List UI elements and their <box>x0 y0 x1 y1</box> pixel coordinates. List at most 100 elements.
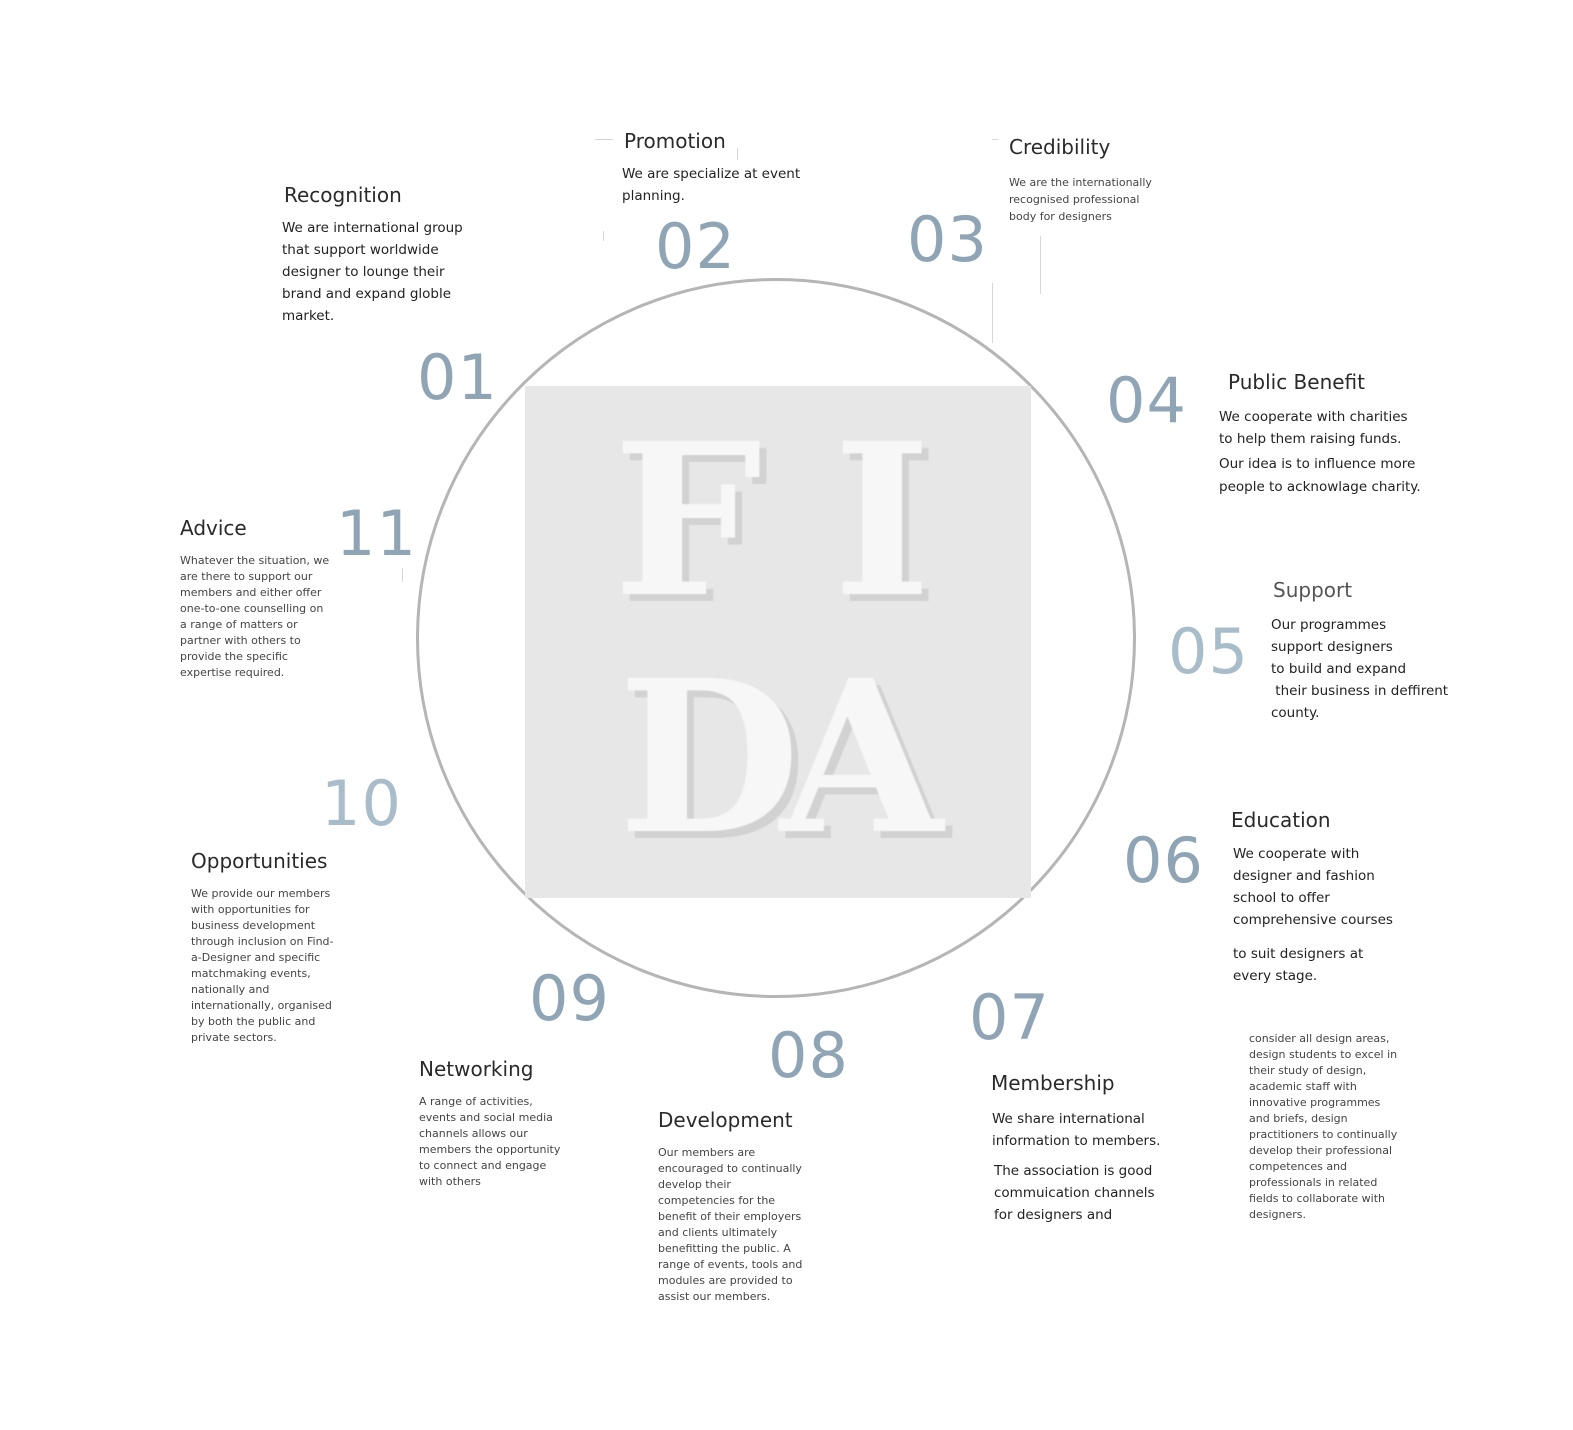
desc-line: design students to excel in <box>1249 1048 1398 1061</box>
desc-line: competencies for the <box>658 1194 776 1207</box>
desc-gap <box>1233 931 1393 943</box>
desc-line: Our programmes <box>1271 617 1387 633</box>
desc-line: brand and expand globle <box>282 286 452 302</box>
desc-line: with opportunities for <box>191 903 310 916</box>
desc-line: comprehensive courses <box>1233 912 1393 928</box>
desc-line: Whatever the situation, we <box>180 554 330 567</box>
step-desc-advice: Whatever the situation, we are there to … <box>180 553 329 681</box>
desc-line: their business in deffirent <box>1271 683 1449 699</box>
step-desc-public-benefit: We cooperate with charities to help them… <box>1219 406 1421 498</box>
desc-line: information to members. <box>992 1133 1161 1149</box>
desc-line: expertise required. <box>180 666 285 679</box>
step-title-recognition: Recognition <box>284 183 402 207</box>
step-title-credibility: Credibility <box>1009 135 1111 159</box>
connector-line <box>992 283 993 343</box>
desc-line: with others <box>419 1175 481 1188</box>
step-desc-opportunities: We provide our members with opportunitie… <box>191 886 334 1046</box>
desc-line: planning. <box>622 188 685 204</box>
desc-line: to build and expand <box>1271 661 1407 677</box>
step-number-03: 03 <box>907 203 988 276</box>
desc-line: through inclusion on Find- <box>191 935 334 948</box>
desc-line: school to offer <box>1233 890 1330 906</box>
desc-line: designers. <box>1249 1208 1307 1221</box>
desc-line: people to acknowlage charity. <box>1219 479 1421 495</box>
step-title-opportunities: Opportunities <box>191 849 328 873</box>
desc-line: benefit of their employers <box>658 1210 802 1223</box>
desc-line: designer to lounge their <box>282 264 445 280</box>
step-number-06: 06 <box>1123 824 1204 897</box>
step-number-08: 08 <box>768 1019 849 1092</box>
desc-line: one-to-one counselling on <box>180 602 324 615</box>
step-desc-recognition: We are international group that support … <box>282 217 463 327</box>
desc-line: market. <box>282 308 335 324</box>
step-number-01: 01 <box>417 341 498 414</box>
desc-line: innovative programmes <box>1249 1096 1381 1109</box>
step-desc-networking: A range of activities, events and social… <box>419 1094 560 1190</box>
step-title-networking: Networking <box>419 1057 534 1081</box>
desc-line: county. <box>1271 705 1320 721</box>
desc-line: We are international group <box>282 220 463 236</box>
desc-line: range of events, tools and <box>658 1258 803 1271</box>
desc-line: We provide our members <box>191 887 331 900</box>
step-title-education: Education <box>1231 808 1331 832</box>
center-circle <box>416 278 1136 998</box>
desc-line: provide the specific <box>180 650 288 663</box>
desc-line: encouraged to continually <box>658 1162 802 1175</box>
desc-line: for designers and <box>994 1207 1113 1223</box>
desc-line: support designers <box>1271 639 1393 655</box>
logo-letter-a-face: A <box>778 634 946 881</box>
step-desc-credibility: We are the internationally recognised pr… <box>1009 174 1152 225</box>
desc-line: and clients ultimately <box>658 1226 778 1239</box>
logo-letter-i: I <box>840 404 938 651</box>
desc-line: private sectors. <box>191 1031 277 1044</box>
desc-line: commuication channels <box>994 1185 1155 1201</box>
step-desc-education: We cooperate with designer and fashion s… <box>1233 843 1393 987</box>
step-number-10: 10 <box>321 767 402 840</box>
desc-line: members the opportunity <box>419 1143 561 1156</box>
logo-letter-i-face: I <box>833 397 931 644</box>
desc-line: to suit designers at <box>1233 946 1364 962</box>
desc-line: body for designers <box>1009 210 1112 223</box>
desc-line: Our idea is to influence more <box>1219 456 1416 472</box>
desc-line: a range of matters or <box>180 618 298 631</box>
desc-line: We cooperate with <box>1233 846 1360 862</box>
step-desc-support: Our programmes support designers to buil… <box>1271 614 1448 724</box>
desc-line: academic staff with <box>1249 1080 1357 1093</box>
desc-line: events and social media <box>419 1111 553 1124</box>
desc-line: designer and fashion <box>1233 868 1375 884</box>
desc-line: professionals in related <box>1249 1176 1378 1189</box>
desc-line: to connect and engage <box>419 1159 547 1172</box>
desc-line: practitioners to continually <box>1249 1128 1398 1141</box>
desc-line: partner with others to <box>180 634 301 647</box>
connector-line <box>595 139 613 140</box>
step-number-09: 09 <box>529 962 610 1035</box>
desc-line: assist our members. <box>658 1290 771 1303</box>
desc-line: business development <box>191 919 316 932</box>
logo-letter-d: D <box>625 641 807 888</box>
step-desc-education-extra: consider all design areas, design studen… <box>1249 1031 1397 1223</box>
desc-line: fields to collaborate with <box>1249 1192 1386 1205</box>
desc-line: to help them raising funds. <box>1219 431 1402 447</box>
desc-line: benefitting the public. A <box>658 1242 791 1255</box>
desc-line: that support worldwide <box>282 242 439 258</box>
desc-line: competences and <box>1249 1160 1348 1173</box>
desc-line: nationally and <box>191 983 270 996</box>
step-number-07: 07 <box>969 981 1050 1054</box>
step-desc-development: Our members are encouraged to continuall… <box>658 1145 802 1305</box>
desc-line: matchmaking events, <box>191 967 311 980</box>
step-title-support: Support <box>1273 578 1353 602</box>
fida-logo-mark: F F I I D D A A <box>613 397 953 888</box>
desc-line: develop their professional <box>1249 1144 1393 1157</box>
step-title-development: Development <box>658 1108 793 1132</box>
desc-line: are there to support our <box>180 570 313 583</box>
desc-line: and briefs, design <box>1249 1112 1348 1125</box>
connector-line <box>1040 236 1041 294</box>
desc-line: The association is good <box>994 1163 1153 1179</box>
desc-line: by both the public and <box>191 1015 316 1028</box>
desc-line: We cooperate with charities <box>1219 409 1408 425</box>
connector-line <box>737 148 738 160</box>
desc-line: recognised professional <box>1009 193 1140 206</box>
logo-letter-f: F <box>620 404 769 651</box>
desc-line: We are specialize at event <box>622 166 801 182</box>
